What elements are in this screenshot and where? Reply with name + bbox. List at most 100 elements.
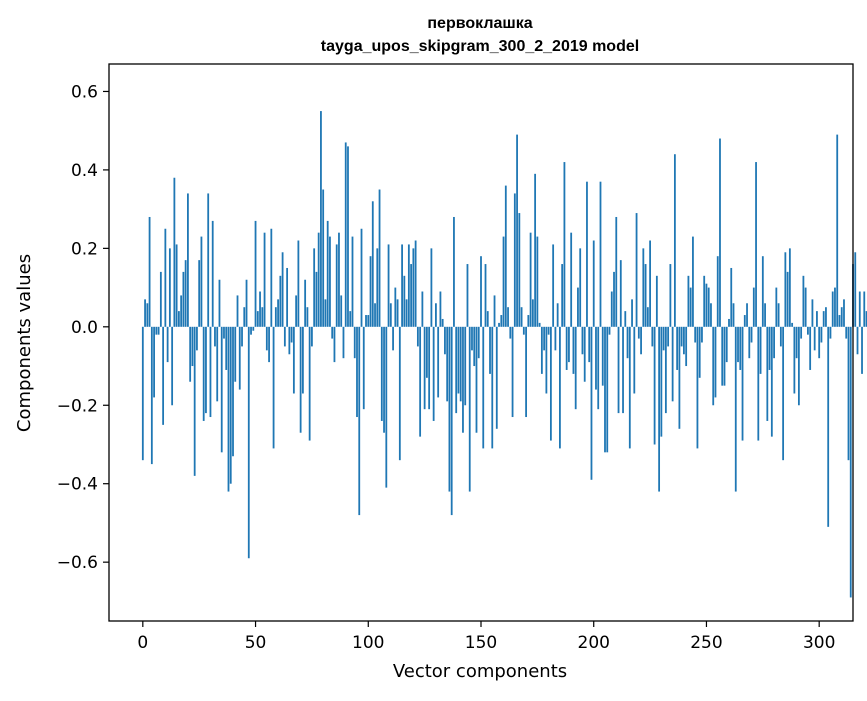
bar-211 xyxy=(617,326,620,414)
bar-259 xyxy=(725,326,728,363)
bar-177 xyxy=(540,326,543,374)
bar-262 xyxy=(732,303,735,327)
bar-216 xyxy=(628,326,631,449)
bar-53 xyxy=(261,307,264,327)
bar-261 xyxy=(730,267,733,327)
bar-5 xyxy=(153,326,155,398)
bar-145 xyxy=(468,326,471,492)
bar-65 xyxy=(288,326,291,355)
bar-271 xyxy=(752,287,755,327)
bar-239 xyxy=(680,326,683,347)
bar-273 xyxy=(757,326,760,441)
bar-115 xyxy=(401,244,403,327)
bar-107 xyxy=(383,326,385,433)
bar-253 xyxy=(712,326,715,406)
bar-116 xyxy=(403,275,406,327)
bar-141 xyxy=(459,326,462,402)
bar-242 xyxy=(687,275,690,327)
bar-219 xyxy=(635,213,638,327)
bar-70 xyxy=(299,326,302,433)
bar-305 xyxy=(829,326,832,339)
bar-111 xyxy=(392,326,394,351)
bar-130 xyxy=(435,303,437,327)
bar-199 xyxy=(590,326,593,480)
bar-97 xyxy=(360,228,363,327)
bar-162 xyxy=(507,307,509,327)
bar-321 xyxy=(865,311,867,327)
bar-158 xyxy=(498,322,500,327)
x-tick-label: 150 xyxy=(465,633,497,653)
bar-290 xyxy=(795,326,798,359)
bar-69 xyxy=(297,240,300,327)
bar-191 xyxy=(572,326,575,374)
bar-220 xyxy=(637,326,640,339)
bar-143 xyxy=(464,326,467,406)
bar-46 xyxy=(245,279,248,327)
bar-228 xyxy=(655,275,658,327)
bar-194 xyxy=(579,248,582,327)
bar-119 xyxy=(410,264,413,327)
y-tick-label: 0.6 xyxy=(71,82,98,102)
bar-61 xyxy=(279,275,282,327)
bar-181 xyxy=(549,326,552,441)
bar-313 xyxy=(847,326,850,461)
bar-81 xyxy=(324,299,327,327)
bar-197 xyxy=(586,181,588,327)
bar-250 xyxy=(705,283,708,327)
x-tick-label: 50 xyxy=(245,633,267,653)
bar-114 xyxy=(398,326,401,461)
bar-223 xyxy=(644,264,647,327)
bar-140 xyxy=(457,326,460,394)
bar-35 xyxy=(220,326,223,453)
bar-196 xyxy=(583,326,586,382)
bar-9 xyxy=(162,326,165,425)
bar-51 xyxy=(256,311,259,327)
bar-206 xyxy=(606,326,609,453)
bar-60 xyxy=(277,299,279,327)
bar-76 xyxy=(313,248,316,327)
bar-136 xyxy=(448,326,451,492)
bar-131 xyxy=(437,326,440,398)
bar-17 xyxy=(180,295,183,327)
bar-270 xyxy=(750,326,753,343)
bar-202 xyxy=(597,326,600,410)
bar-200 xyxy=(592,240,595,327)
bar-149 xyxy=(477,326,480,359)
bar-23 xyxy=(193,326,196,476)
bar-25 xyxy=(198,260,201,327)
bar-192 xyxy=(574,326,577,410)
x-tick-label: 100 xyxy=(352,633,384,653)
bar-146 xyxy=(471,326,473,351)
chart-title-line1: первоклашка xyxy=(427,15,532,32)
bar-291 xyxy=(797,326,800,406)
bar-22 xyxy=(191,326,194,367)
bar-72 xyxy=(304,279,307,327)
bar-62 xyxy=(281,252,284,327)
bar-178 xyxy=(543,326,546,351)
bar-172 xyxy=(529,232,532,327)
bar-267 xyxy=(743,315,746,327)
bar-227 xyxy=(653,326,656,445)
bar-289 xyxy=(793,326,796,394)
bar-36 xyxy=(223,326,225,339)
bar-42 xyxy=(236,295,239,327)
bar-299 xyxy=(816,311,818,327)
bar-225 xyxy=(649,240,651,327)
bar-187 xyxy=(563,162,566,327)
bar-296 xyxy=(809,326,812,370)
bar-311 xyxy=(843,299,845,327)
bar-293 xyxy=(802,275,805,327)
bar-214 xyxy=(624,311,627,327)
bar-203 xyxy=(599,181,602,327)
bar-74 xyxy=(308,326,311,441)
bar-188 xyxy=(565,326,568,370)
bar-80 xyxy=(322,189,325,327)
bar-193 xyxy=(577,287,579,327)
bar-241 xyxy=(685,326,688,367)
bar-268 xyxy=(746,303,748,327)
bar-281 xyxy=(775,287,778,327)
bar-137 xyxy=(450,326,453,516)
bar-255 xyxy=(716,256,719,327)
bar-16 xyxy=(177,311,180,327)
bar-102 xyxy=(371,201,374,327)
